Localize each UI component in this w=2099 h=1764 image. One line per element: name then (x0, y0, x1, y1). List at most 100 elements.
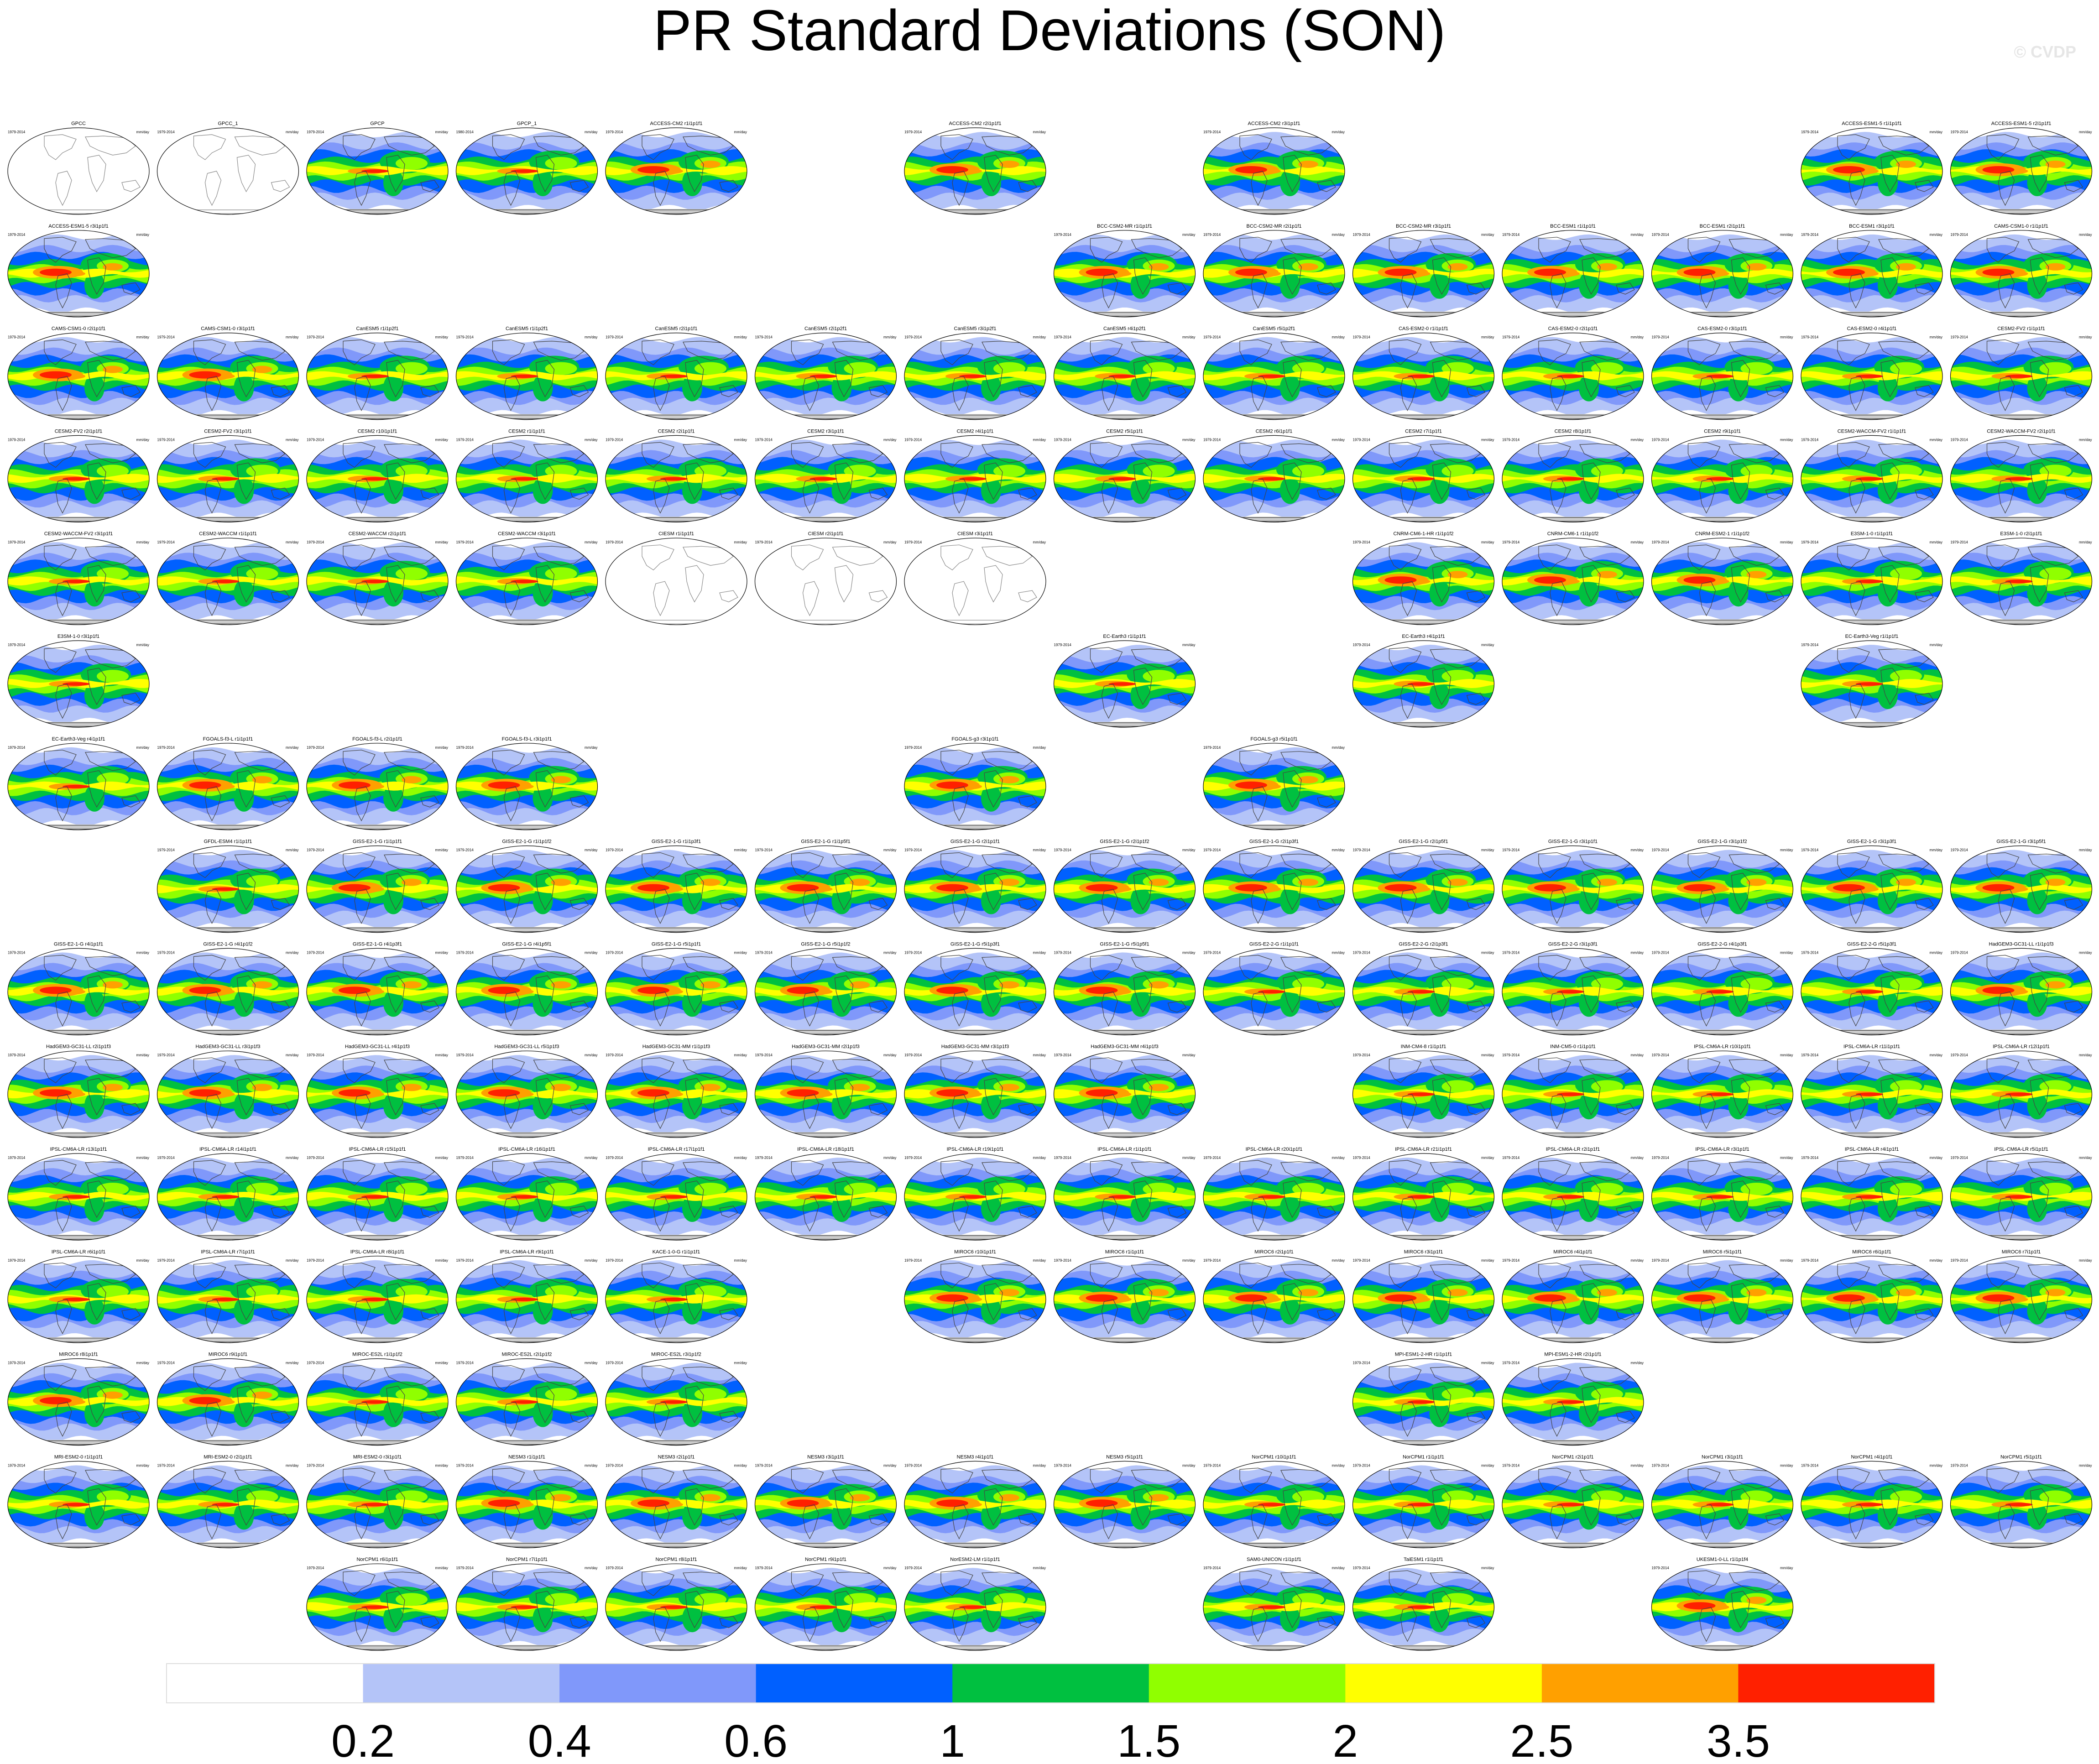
map-field (606, 128, 747, 214)
panel-title: CAMS-CSM1-0 r3i1p1f1 (201, 326, 255, 332)
panel-title: IPSL-CM6A-LR r13i1p1f1 (50, 1147, 107, 1152)
map-panel: GISS-E2-2-G r5i1p3f1 1979-2014 mm/day (1801, 941, 1943, 1035)
map-outline (455, 948, 598, 1035)
map-outline (1801, 230, 1943, 318)
panel-title: HadGEM3-GC31-MM r2i1p1f3 (792, 1044, 860, 1049)
panel-title: MIROC6 r6i1p1f1 (1852, 1249, 1891, 1255)
map-field (456, 1051, 598, 1138)
panel-units: mm/day (435, 1156, 448, 1160)
panel-units: mm/day (1631, 1463, 1644, 1467)
panel-title: NESM3 r1i1p1f1 (508, 1454, 545, 1460)
map-field (157, 128, 299, 214)
panel-units: mm/day (1332, 1566, 1345, 1570)
panel-title: NorCPM1 r6i1p1f1 (356, 1557, 398, 1562)
panel-title: NESM3 r2i1p1f1 (658, 1454, 695, 1460)
map-field (1054, 1051, 1196, 1138)
panel-title: IPSL-CM6A-LR r9i1p1f1 (500, 1249, 554, 1255)
map-field (1651, 1153, 1793, 1240)
panel-years: 1979-2014 (307, 130, 324, 134)
panel-years: 1979-2014 (307, 1463, 324, 1467)
panel-title: MIROC6 r5i1p1f1 (1703, 1249, 1742, 1255)
panel-title: MIROC6 r8i1p1f1 (59, 1352, 98, 1357)
map-field (904, 1051, 1046, 1138)
map-field (456, 743, 598, 830)
panel-units: mm/day (585, 1566, 597, 1570)
map-field (307, 333, 448, 420)
panel-years: 1979-2014 (157, 1258, 175, 1263)
map-outline (904, 538, 1046, 625)
map-panel: UKESM1-0-LL r1i1p1f4 1979-2014 mm/day (1651, 1557, 1794, 1651)
map-panel: HadGEM3-GC31-LL r2i1p1f3 1979-2014 mm/day (7, 1044, 150, 1138)
map-field (1801, 1051, 1942, 1138)
panel-title: CESM2 r1i1p1f1 (508, 428, 545, 434)
panel-title: INM-CM4-8 r1i1p1f1 (1401, 1044, 1446, 1049)
map-outline (455, 538, 598, 625)
panel-units: mm/day (435, 1566, 448, 1570)
panel-title: MPI-ESM1-2-HR r2i1p1f1 (1544, 1352, 1601, 1357)
map-field (1352, 845, 1494, 933)
colorbar-swatch (1541, 1664, 1739, 1703)
map-panel: FGOALS-g3 r5i1p1f1 1979-2014 mm/day (1203, 736, 1345, 830)
map-outline (1651, 1256, 1794, 1343)
panel-years: 1979-2014 (1054, 438, 1072, 442)
panel-units: mm/day (1631, 1258, 1644, 1263)
map-field (1651, 230, 1793, 317)
map-field (1054, 1153, 1196, 1240)
panel-years: 1979-2014 (1652, 1156, 1670, 1160)
map-field (1203, 1461, 1345, 1548)
panel-years: 1979-2014 (1203, 848, 1221, 852)
panel-years: 1979-2014 (1203, 1463, 1221, 1467)
panel-title: GISS-E2-1-G r1i1p3f1 (652, 839, 701, 845)
panel-units: mm/day (2079, 1463, 2092, 1467)
panel-title: IPSL-CM6A-LR r4i1p1f1 (1845, 1147, 1899, 1152)
panel-title: CAS-ESM2-0 r1i1p1f1 (1399, 326, 1448, 332)
map-panel: GISS-E2-2-G r3i1p3f1 1979-2014 mm/day (1502, 941, 1644, 1035)
panel-title: ACCESS-ESM1-5 r1i1p1f1 (1842, 121, 1901, 126)
map-panel: BCC-ESM1 r1i1p1f1 1979-2014 mm/day (1502, 224, 1644, 318)
panel-title: GPCC (71, 121, 86, 126)
map-panel: HadGEM3-GC31-MM r3i1p1f3 1979-2014 mm/day (904, 1044, 1046, 1138)
panel-units: mm/day (883, 335, 896, 339)
map-outline (1203, 1461, 1345, 1548)
map-panel: GISS-E2-2-G r2i1p3f1 1979-2014 mm/day (1352, 941, 1495, 1035)
map-field (1352, 1564, 1494, 1651)
map-outline (455, 1050, 598, 1138)
map-field (456, 948, 598, 1035)
colorbar-swatch (559, 1664, 757, 1703)
panel-years: 1979-2014 (8, 1361, 26, 1365)
panel-title: GISS-E2-2-G r4i1p3f1 (1697, 941, 1747, 947)
panel-years: 1979-2014 (1502, 233, 1520, 237)
panel-units: mm/day (1182, 233, 1195, 237)
panel-years: 1979-2014 (606, 335, 623, 339)
map-field (307, 1358, 448, 1446)
panel-title: GISS-E2-1-G r5i1p3f1 (950, 941, 1000, 947)
panel-years: 1979-2014 (307, 1053, 324, 1057)
panel-years: 1979-2014 (1951, 950, 1968, 955)
map-field (456, 538, 598, 625)
panel-title: IPSL-CM6A-LR r21i1p1f1 (1395, 1147, 1452, 1152)
map-panel: GFDL-ESM4 r1i1p1f1 1979-2014 mm/day (157, 839, 299, 933)
map-field (456, 1358, 598, 1446)
panel-title: CAMS-CSM1-0 r2i1p1f1 (52, 326, 106, 332)
panel-units: mm/day (1930, 848, 1942, 852)
panel-years: 1979-2014 (1801, 335, 1819, 339)
colorbar-tick-label: 1 (940, 1716, 965, 1764)
panel-units: mm/day (435, 1258, 448, 1263)
panel-units: mm/day (1481, 1053, 1494, 1057)
map-outline (1352, 332, 1495, 420)
map-outline (754, 1153, 897, 1241)
panel-units: mm/day (1930, 438, 1942, 442)
panel-title: IPSL-CM6A-LR r11i1p1f1 (1843, 1044, 1900, 1049)
panel-title: EC-Earth3-Veg r4i1p1f1 (52, 736, 105, 742)
map-field (307, 743, 448, 830)
panel-title: GISS-E2-2-G r1i1p1f1 (1249, 941, 1299, 947)
map-panel: GPCC 1979-2014 mm/day (7, 121, 150, 215)
panel-units: mm/day (585, 1053, 597, 1057)
map-panel: NESM3 r3i1p1f1 1979-2014 mm/day (754, 1454, 897, 1548)
map-panel: MIROC6 r5i1p1f1 1979-2014 mm/day (1651, 1249, 1794, 1343)
map-outline (1053, 1153, 1196, 1241)
panel-title: CanESM5 r5i1p2f1 (1253, 326, 1295, 332)
panel-title: CanESM5 r2i1p2f1 (804, 326, 847, 332)
